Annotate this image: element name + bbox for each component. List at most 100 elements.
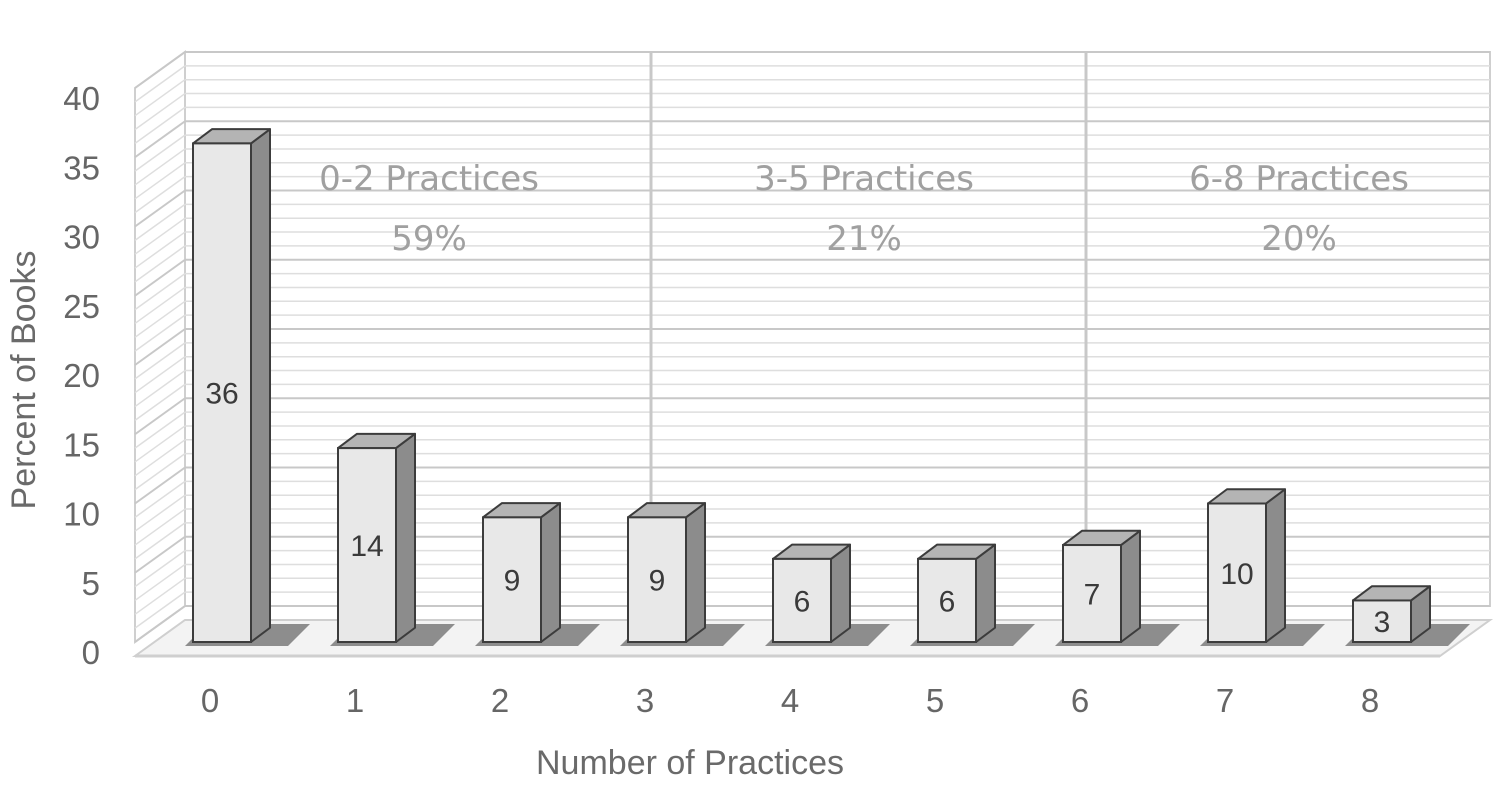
side-gridline (134, 134, 186, 172)
side-gridline (134, 563, 186, 602)
y-axis-title: Percent of Books (5, 251, 43, 510)
side-gridline (134, 176, 186, 214)
y-axis-ticks: 0 5 10 15 20 25 30 35 40 (63, 80, 100, 671)
y-tick-label: 25 (63, 288, 100, 325)
bar (185, 128, 310, 646)
bar (475, 502, 600, 646)
side-gridline (134, 466, 186, 505)
bar-front (917, 557, 977, 644)
side-gridline (134, 300, 186, 338)
bar-front (1352, 599, 1412, 644)
side-gridline (134, 258, 186, 297)
group-label: 3-5 Practices (754, 159, 974, 199)
side-gridline (134, 314, 186, 352)
bar-front (1207, 502, 1267, 643)
x-tick-label: 8 (1361, 682, 1379, 719)
bar (1200, 488, 1325, 646)
y-tick-label: 35 (63, 149, 100, 186)
side-gridline (134, 356, 186, 394)
data-label: 10 (1220, 558, 1253, 591)
bars (185, 128, 1470, 646)
side-gridline (134, 577, 186, 615)
side-gridline (134, 328, 186, 366)
x-tick-label: 7 (1216, 682, 1234, 719)
bar-side (1120, 529, 1141, 643)
side-gridline (134, 411, 186, 449)
side-gridline (134, 549, 186, 588)
side-gridline (134, 522, 186, 560)
bar-front (627, 516, 687, 643)
side-gridline (134, 162, 186, 200)
data-label: 36 (205, 378, 238, 411)
y-tick-label: 5 (82, 565, 100, 602)
bar-side (540, 502, 561, 643)
y-tick-label: 40 (63, 80, 100, 117)
side-gridline (134, 79, 186, 117)
y-tick-label: 30 (63, 219, 100, 256)
side-gridline (134, 508, 186, 546)
y-tick-label: 10 (63, 496, 100, 533)
data-label: 9 (649, 565, 666, 598)
side-gridline (134, 383, 186, 422)
side-gridline (134, 439, 186, 477)
bar (765, 543, 890, 646)
data-label: 6 (794, 585, 811, 618)
bar-front (1062, 544, 1122, 643)
bar-side (1265, 488, 1286, 643)
bar-front (192, 142, 252, 643)
side-gridline (134, 231, 186, 269)
bar-side (975, 543, 996, 643)
side-gridline (134, 203, 186, 241)
x-axis-title: Number of Practices (536, 744, 844, 782)
bar (620, 502, 745, 646)
side-gridline (134, 453, 186, 491)
group-label: 6-8 Practices (1189, 159, 1409, 199)
side-gridline (134, 480, 186, 518)
side-gridline (134, 605, 186, 643)
data-label: 9 (504, 565, 521, 598)
side-gridline (134, 92, 186, 131)
x-tick-label: 6 (1071, 682, 1089, 719)
group-percent: 59% (391, 219, 467, 259)
side-gridline (134, 65, 186, 103)
group-percent: 20% (1261, 219, 1337, 259)
side-gridline (134, 369, 186, 408)
x-tick-label: 5 (926, 682, 944, 719)
bar (1055, 529, 1180, 646)
bar-side (830, 543, 851, 643)
group-labels: 0-2 Practices 59% 3-5 Practices 21% 6-8 Prac… (319, 159, 1409, 259)
side-gridline (134, 245, 186, 283)
side-gridline (134, 286, 186, 325)
y-tick-label: 0 (82, 634, 100, 671)
group-label: 0-2 Practices (319, 159, 539, 199)
data-labels: 36 14 9 9 6 6 7 10 3 (205, 378, 1390, 640)
data-label: 3 (1374, 606, 1391, 639)
bar-side (685, 502, 706, 643)
group-percent: 21% (826, 219, 902, 259)
side-gridline (134, 217, 186, 255)
data-label: 6 (939, 585, 956, 618)
x-tick-label: 0 (201, 682, 219, 719)
side-gridline (134, 494, 186, 532)
bar-front (337, 447, 397, 643)
x-tick-label: 3 (636, 682, 654, 719)
bar (330, 432, 455, 646)
x-tick-label: 2 (491, 682, 509, 719)
x-tick-label: 1 (346, 682, 364, 719)
bar-side (395, 432, 416, 643)
side-gridline (134, 51, 186, 89)
bar-side (250, 128, 271, 643)
y-tick-label: 15 (63, 426, 100, 463)
side-gridline (134, 591, 186, 629)
bar (910, 543, 1035, 646)
x-tick-label: 4 (781, 682, 799, 719)
x-axis-ticks: 0 1 2 3 4 5 6 7 8 (201, 682, 1379, 719)
data-label: 7 (1084, 579, 1101, 612)
bar (1345, 585, 1470, 646)
side-gridline (134, 106, 186, 145)
side-gridline (134, 120, 186, 159)
bar-front (772, 557, 832, 644)
side-gridline (134, 397, 186, 436)
side-gridline (134, 342, 186, 380)
